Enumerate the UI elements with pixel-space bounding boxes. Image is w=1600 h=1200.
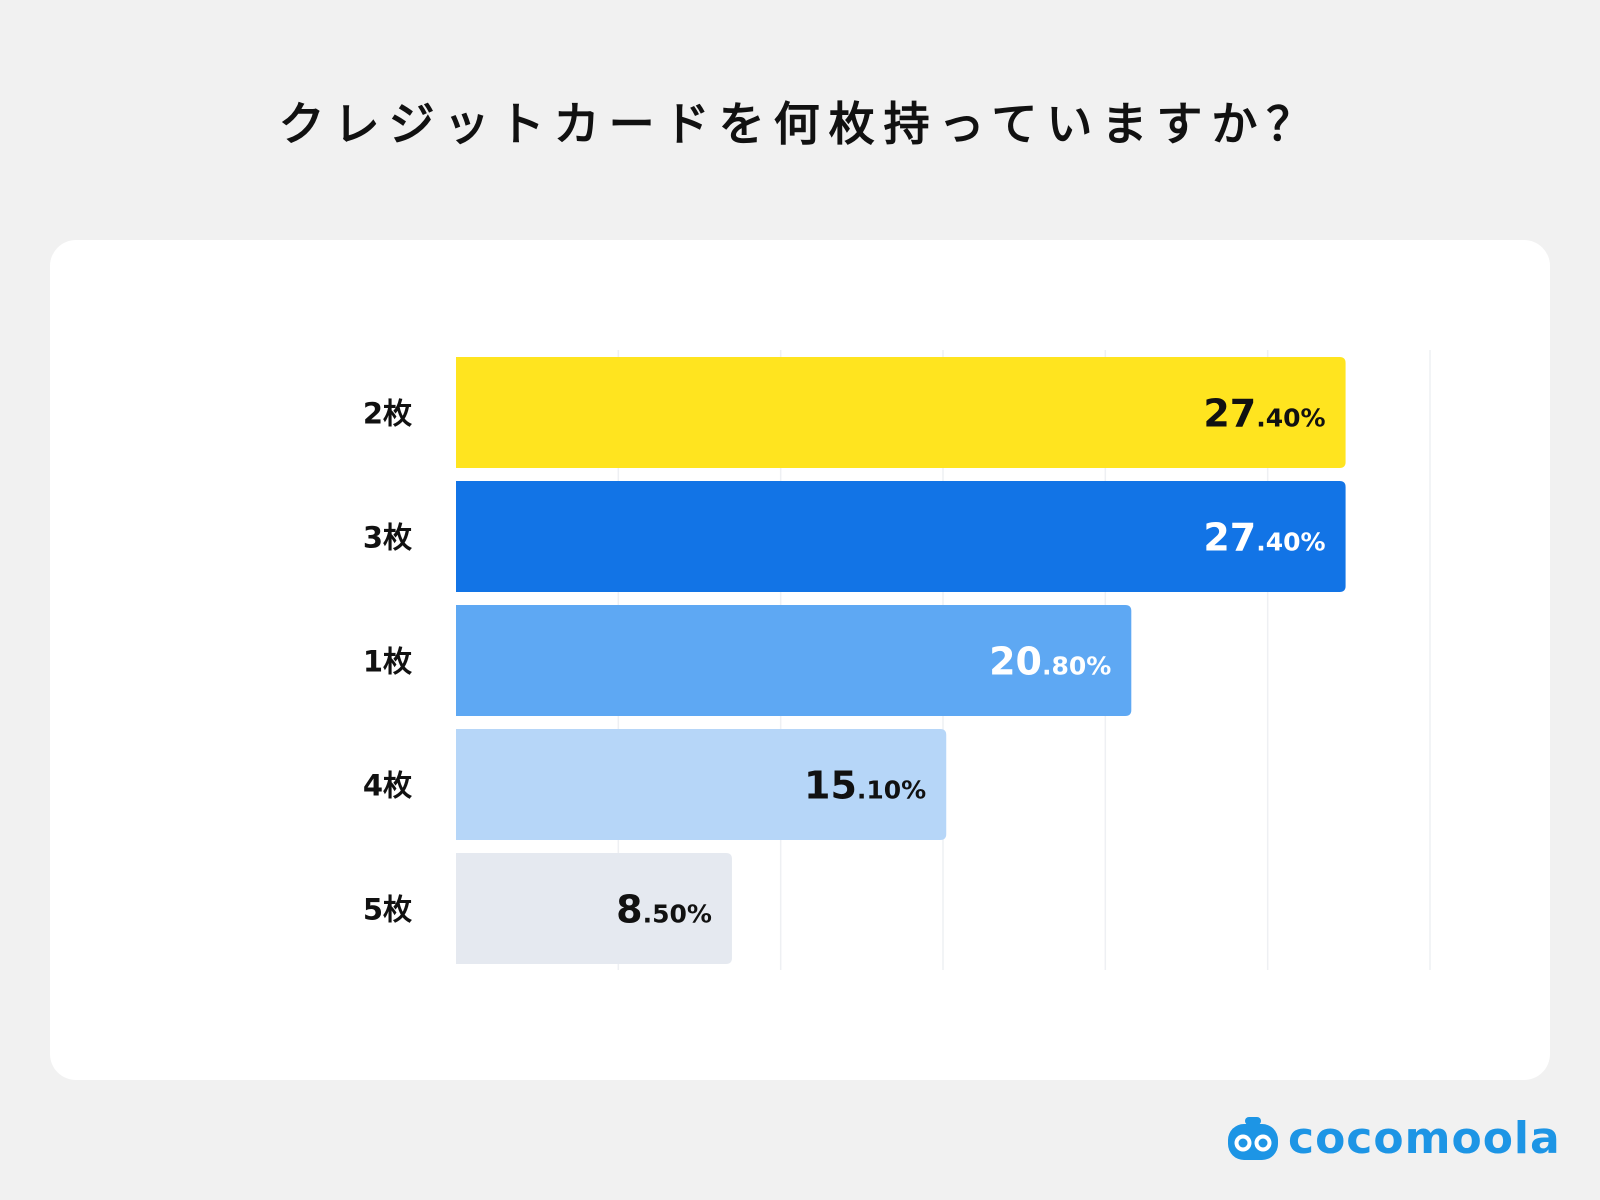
category-label: 1枚 (363, 645, 412, 679)
value-label: 27.40% (1203, 516, 1325, 560)
bar (456, 605, 1132, 716)
bar-chart: 2枚 27.40% 3枚 27.40% 1枚 20.80% 4枚 15.10% 5枚 8.50% (363, 350, 1431, 970)
category-label: 5枚 (363, 893, 412, 927)
brand-name: cocomoola (1288, 1113, 1561, 1164)
robot-face-icon (1228, 1117, 1278, 1160)
value-label: 20.80% (989, 640, 1111, 684)
category-label: 3枚 (363, 521, 412, 555)
chart-card: 2枚 27.40% 3枚 27.40% 1枚 20.80% 4枚 15.10% 5枚 8.50% (50, 240, 1550, 1080)
bar (456, 357, 1346, 468)
bar (456, 729, 947, 840)
value-label: 15.10% (804, 764, 926, 808)
category-label: 4枚 (363, 769, 412, 803)
bar (456, 853, 732, 964)
chart-title: クレジットカードを何枚持っていますか？ (278, 97, 1322, 151)
bar (456, 481, 1346, 592)
category-label: 2枚 (363, 397, 412, 431)
brand-logo: cocomoola (1224, 1114, 1561, 1164)
value-label: 27.40% (1203, 392, 1325, 436)
value-label: 8.50% (616, 888, 712, 932)
